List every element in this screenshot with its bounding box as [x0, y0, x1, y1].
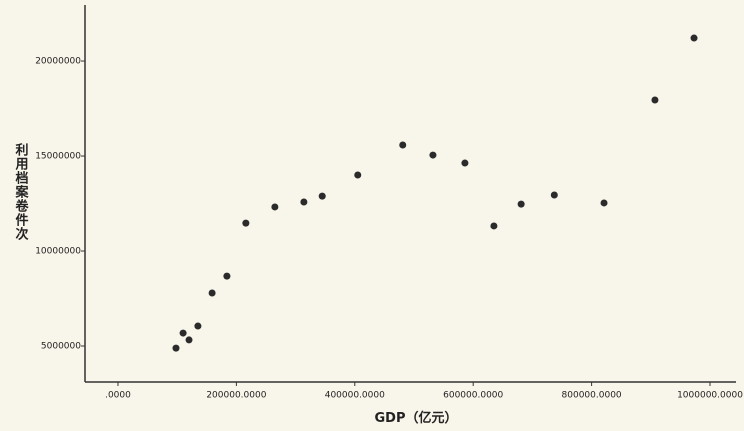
point: [271, 203, 279, 211]
x-tick-label: 800000.0000: [562, 391, 622, 401]
point: [461, 159, 469, 167]
point: [550, 191, 558, 199]
y-tick-label: 10000000: [35, 247, 81, 257]
point: [185, 336, 193, 344]
x-axis-title: GDP（亿元）: [375, 410, 458, 426]
point: [490, 222, 498, 230]
x-tick-label: 600000.0000: [443, 391, 503, 401]
point: [300, 198, 308, 206]
y-tick-label: 20000000: [35, 57, 81, 67]
y-tick-label: 5000000: [41, 342, 81, 352]
point: [208, 289, 216, 297]
point: [651, 96, 659, 104]
point: [242, 219, 250, 227]
x-tick-label: 400000.0000: [325, 391, 385, 401]
x-tick-label: 1000000.0000: [677, 391, 743, 401]
point: [318, 192, 326, 200]
point: [223, 272, 231, 280]
y-tick-label: 15000000: [35, 152, 81, 162]
y-axis-title: 利用档案卷件次: [13, 142, 30, 241]
point: [354, 171, 362, 179]
x-tick-label: .0000: [105, 391, 131, 401]
point: [179, 329, 187, 337]
point: [429, 151, 437, 159]
point: [517, 200, 525, 208]
point: [399, 141, 407, 149]
point: [172, 344, 180, 352]
point: [600, 199, 608, 207]
point: [690, 34, 698, 42]
point: [194, 322, 202, 330]
x-tick-label: 200000.0000: [206, 391, 266, 401]
